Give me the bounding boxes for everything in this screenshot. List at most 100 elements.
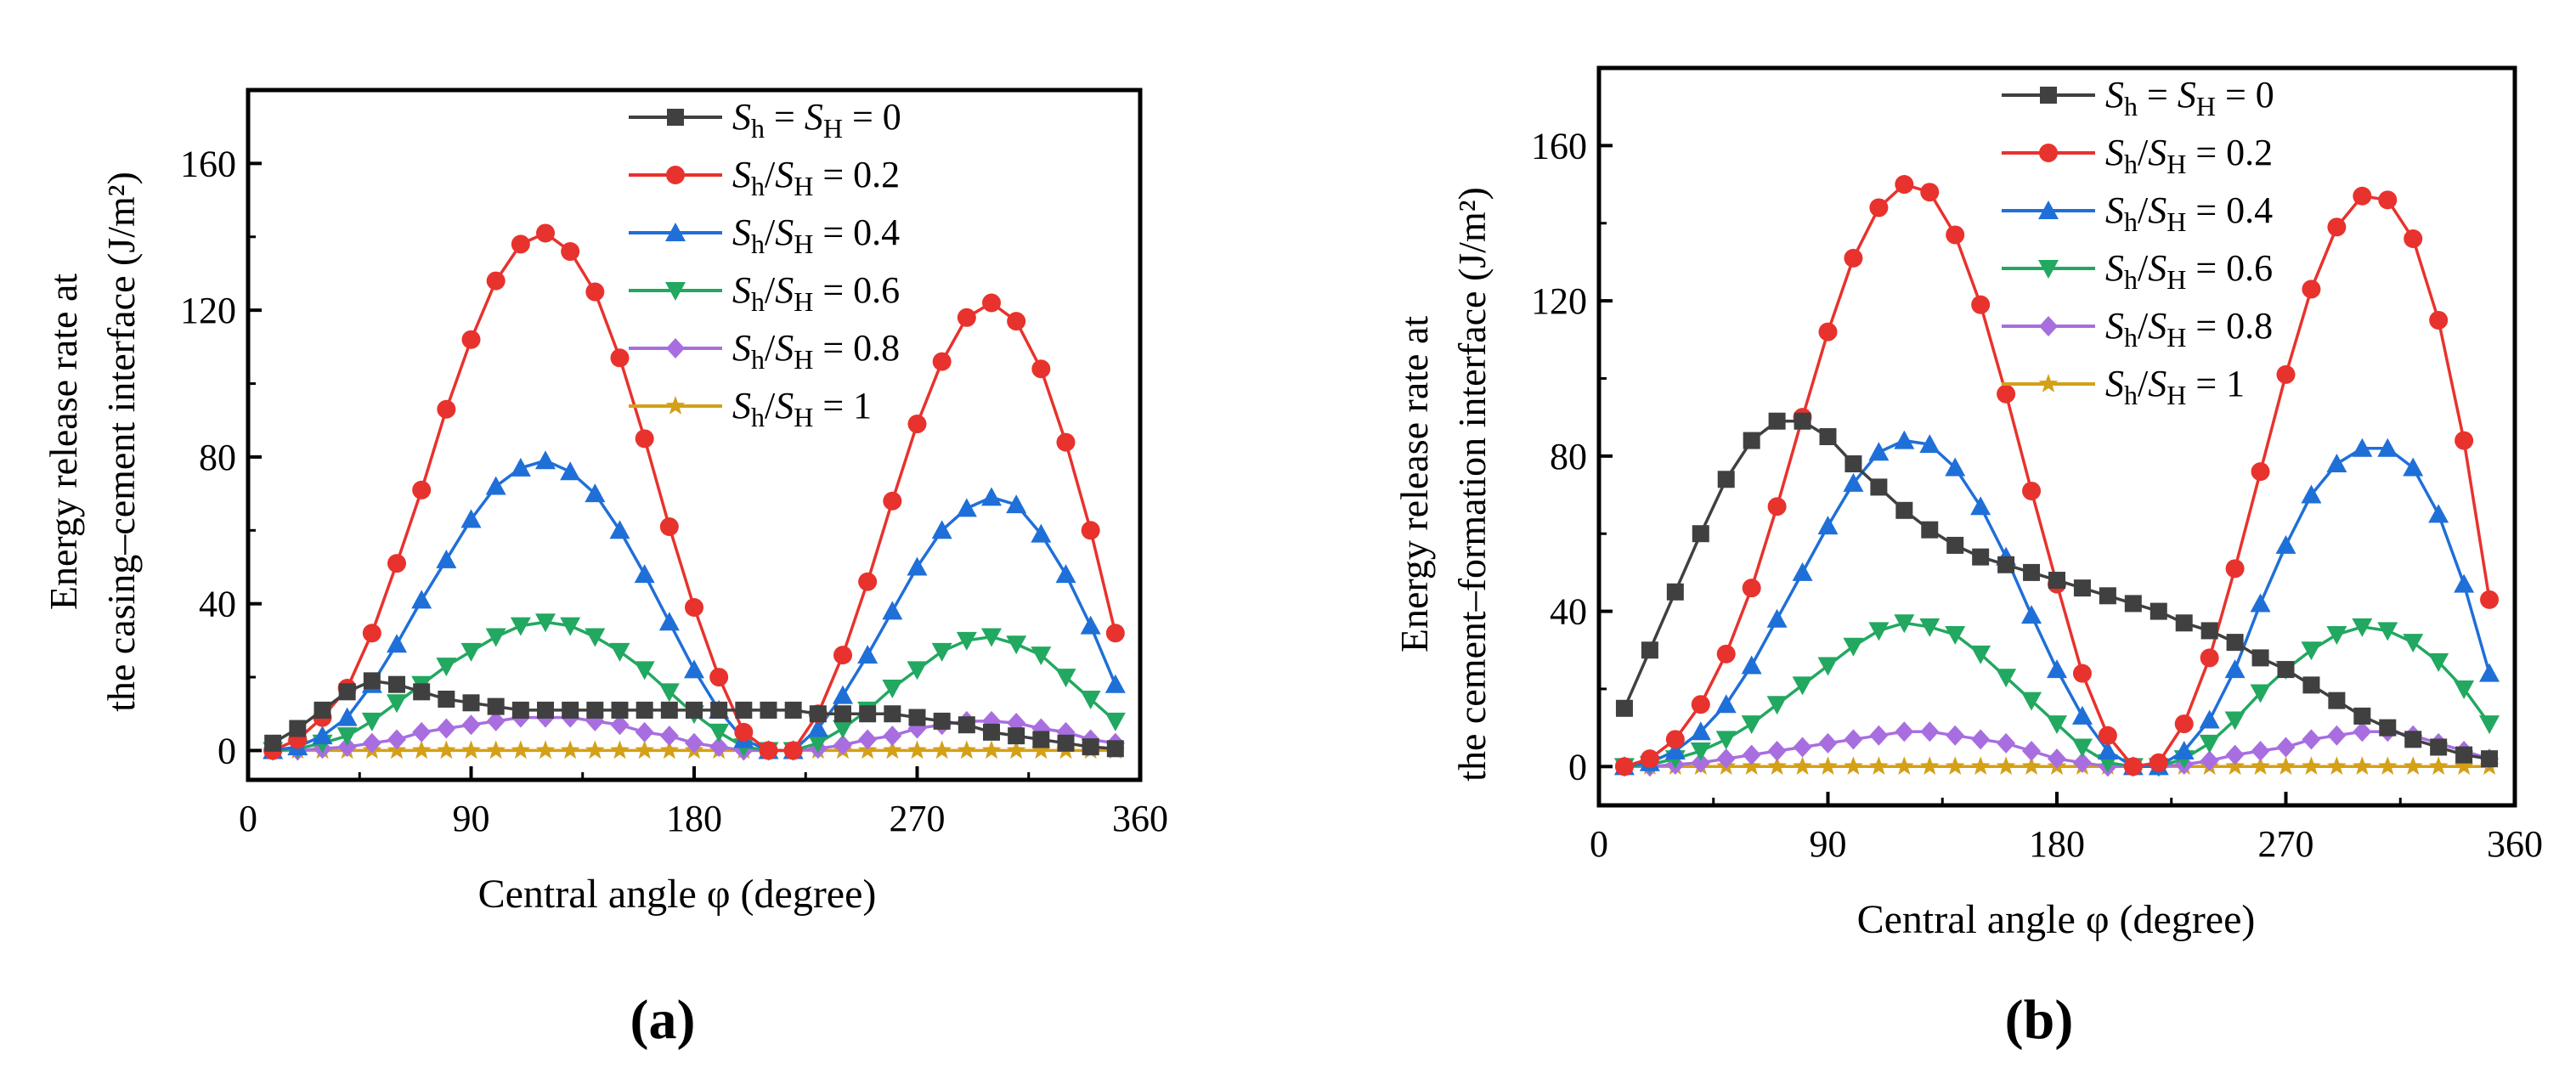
data-point: [510, 457, 531, 477]
data-point: [809, 705, 827, 723]
data-point: [1818, 322, 1838, 342]
data-point: [1106, 740, 1124, 758]
data-point: [981, 628, 1002, 647]
data-point: [1920, 183, 1940, 202]
data-point: [486, 710, 506, 731]
data-point: [709, 737, 729, 758]
data-point: [1031, 359, 1051, 379]
data-point: [2377, 622, 2398, 641]
data-point: [1768, 412, 1786, 430]
data-point: [1080, 615, 1101, 635]
data-point: [2479, 663, 2500, 682]
data-point: [1006, 740, 1026, 759]
data-point: [1970, 645, 1991, 664]
data-point: [2072, 663, 2092, 683]
data-point: [2072, 752, 2092, 773]
data-point: [2124, 595, 2142, 613]
y-tick-label: 40: [1550, 591, 1587, 633]
data-point: [462, 694, 480, 712]
data-point: [1869, 198, 1889, 217]
legend-marker: [666, 166, 685, 184]
data-point: [1868, 442, 1890, 461]
data-point: [1895, 501, 1913, 519]
data-point: [437, 399, 456, 419]
data-point: [413, 683, 431, 701]
data-point: [412, 721, 432, 742]
data-point: [436, 658, 457, 677]
data-point: [314, 701, 331, 719]
data-point: [2481, 750, 2499, 768]
data-point: [1818, 756, 1838, 775]
data-point: [2251, 462, 2270, 482]
data-point: [859, 705, 877, 723]
data-point: [734, 722, 754, 742]
data-point: [2199, 734, 2220, 754]
legend-item: Sh/SH = 1: [629, 385, 872, 432]
data-point: [659, 725, 679, 747]
data-point: [264, 734, 282, 752]
legend-label: Sh/SH = 1: [732, 385, 872, 432]
legend-item: Sh/SH = 0.6: [2002, 247, 2273, 295]
data-point: [884, 705, 901, 723]
data-point: [1767, 741, 1787, 762]
data-point: [709, 723, 730, 742]
data-point: [1055, 564, 1076, 584]
data-point: [957, 308, 976, 327]
data-point: [2377, 438, 2398, 457]
data-point: [784, 701, 802, 719]
data-point: [1921, 521, 1939, 539]
data-point: [1794, 412, 1811, 430]
data-point: [609, 642, 630, 662]
data-point: [2173, 741, 2195, 760]
data-point: [1032, 731, 1050, 748]
data-point: [437, 718, 456, 739]
data-point: [1766, 608, 1788, 628]
data-point: [1641, 641, 1658, 659]
data-point: [907, 740, 927, 759]
data-point: [1104, 712, 1126, 731]
data-point: [956, 498, 977, 517]
data-point: [1844, 248, 1863, 268]
data-point: [857, 645, 878, 664]
data-point: [2175, 614, 2193, 632]
data-point: [882, 601, 903, 620]
data-point: [1945, 457, 1966, 477]
data-point: [660, 701, 678, 719]
legend-label: Sh/SH = 0.6: [2105, 247, 2273, 295]
data-point: [436, 549, 457, 568]
data-point: [1972, 548, 1990, 566]
legend-label: Sh/SH = 0.4: [732, 212, 900, 259]
data-point: [511, 701, 529, 719]
data-point: [1919, 618, 1940, 637]
data-point: [685, 732, 703, 754]
data-point: [981, 740, 1002, 759]
legend-item: Sh/SH = 0.4: [2002, 189, 2273, 237]
data-point: [2326, 453, 2347, 472]
data-point: [2454, 573, 2475, 593]
legend-label: Sh = SH = 0: [2105, 74, 2274, 121]
y-tick-label: 40: [199, 584, 236, 625]
data-point: [387, 729, 406, 750]
data-point: [2428, 756, 2449, 775]
data-point: [1664, 741, 1686, 760]
legend: Sh = SH = 0 Sh/SH = 0.2 Sh/SH = 0.4 Sh/SH =…: [2002, 74, 2274, 410]
data-point: [907, 661, 928, 680]
y-tick-label: 80: [1550, 436, 1587, 477]
data-point: [1870, 478, 1888, 496]
data-point: [361, 712, 382, 731]
data-point: [932, 352, 952, 371]
series-s0: [264, 672, 1124, 758]
data-point: [1690, 721, 1711, 741]
data-point: [511, 234, 530, 254]
data-point: [1057, 734, 1075, 752]
x-tick-label: 360: [1112, 798, 1168, 839]
data-point: [834, 705, 851, 723]
x-tick-label: 180: [2029, 823, 2085, 865]
panel-label: (b): [2005, 989, 2074, 1051]
y-axis-title-line2: the casing–cement interface (J/m²): [99, 172, 143, 712]
data-point: [2250, 593, 2271, 613]
series-s02: [1614, 175, 2500, 776]
data-point: [585, 483, 606, 503]
panel-label: (a): [630, 989, 696, 1051]
legend-item: Sh/SH = 0.6: [629, 269, 900, 317]
